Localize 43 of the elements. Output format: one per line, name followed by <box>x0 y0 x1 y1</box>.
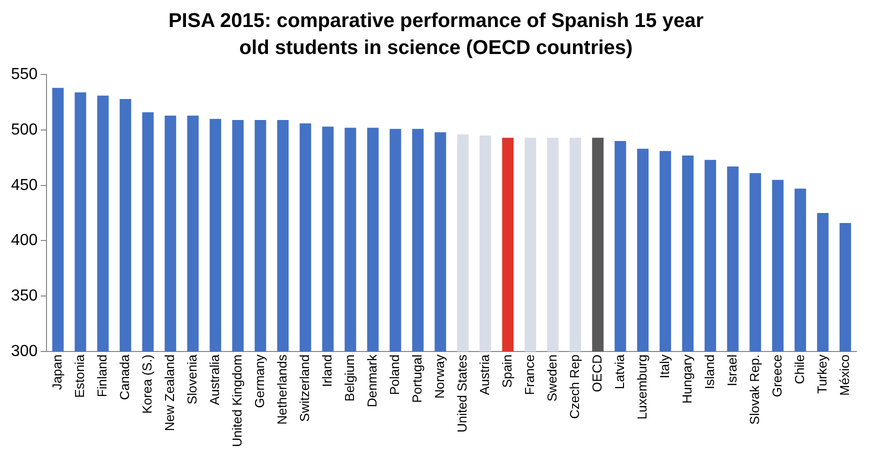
x-tick-label: Switzerland <box>296 354 312 422</box>
x-tick-label: Belgium <box>342 354 357 402</box>
x-tick-label: Portugal <box>409 354 424 403</box>
y-tick-label: 350 <box>10 288 38 305</box>
x-tick-label: New Zealand <box>162 354 178 432</box>
x-tick-label: Finland <box>94 354 110 398</box>
y-tick-label: 300 <box>10 342 38 360</box>
x-tick-label: Germany <box>252 354 267 408</box>
x-tick-label: Latvia <box>612 354 627 390</box>
x-tick-label: Japan <box>50 354 65 390</box>
x-tick-label: Spain <box>499 354 514 388</box>
x-tick-label: México <box>836 354 852 396</box>
x-tick-label: Austria <box>476 354 492 395</box>
x-tick-label: Israel <box>724 354 740 386</box>
x-tick-label: Australia <box>206 354 222 406</box>
x-tick-label: Irland <box>319 354 334 388</box>
x-tick-label: Canada <box>117 354 132 400</box>
x-tick-label: Greece <box>769 354 784 398</box>
x-tick-label: Hungary <box>679 354 694 404</box>
x-tick-label: Denmark <box>364 354 380 408</box>
y-tick-label: 450 <box>10 176 38 194</box>
x-tick-label: Poland <box>386 354 402 395</box>
x-tick-label: Chile <box>792 354 807 384</box>
x-tick-label: Slovak Rep. <box>746 354 762 425</box>
x-tick-label: OECD <box>589 354 604 392</box>
x-tick-label: Korea (S.) <box>140 354 155 414</box>
x-tick-label: Estonia <box>72 354 88 398</box>
x-tick-label: Luxemburg <box>634 354 650 420</box>
x-tick-label: Italy <box>656 354 672 378</box>
chart-title: PISA 2015: comparative performance of Spanish 15 year old students in science (OECD countries) <box>167 9 705 61</box>
x-tick-label: United States <box>454 354 470 433</box>
x-tick-label: Turkey <box>814 354 830 394</box>
x-tick-label: Sweden <box>544 354 560 402</box>
y-tick-label: 550 <box>10 66 38 84</box>
x-tick-label: Norway <box>432 354 447 399</box>
x-tick-label: Czech Rep <box>566 354 582 419</box>
x-tick-label: Netherlands <box>274 354 290 425</box>
x-tick-label: France <box>522 354 537 395</box>
x-tick-label: Slovenia <box>184 354 200 404</box>
y-tick-label: 400 <box>10 232 38 250</box>
x-tick-label: Island <box>702 354 717 390</box>
y-tick-label: 500 <box>10 121 38 138</box>
x-tick-label: United Kingdom <box>229 354 244 447</box>
